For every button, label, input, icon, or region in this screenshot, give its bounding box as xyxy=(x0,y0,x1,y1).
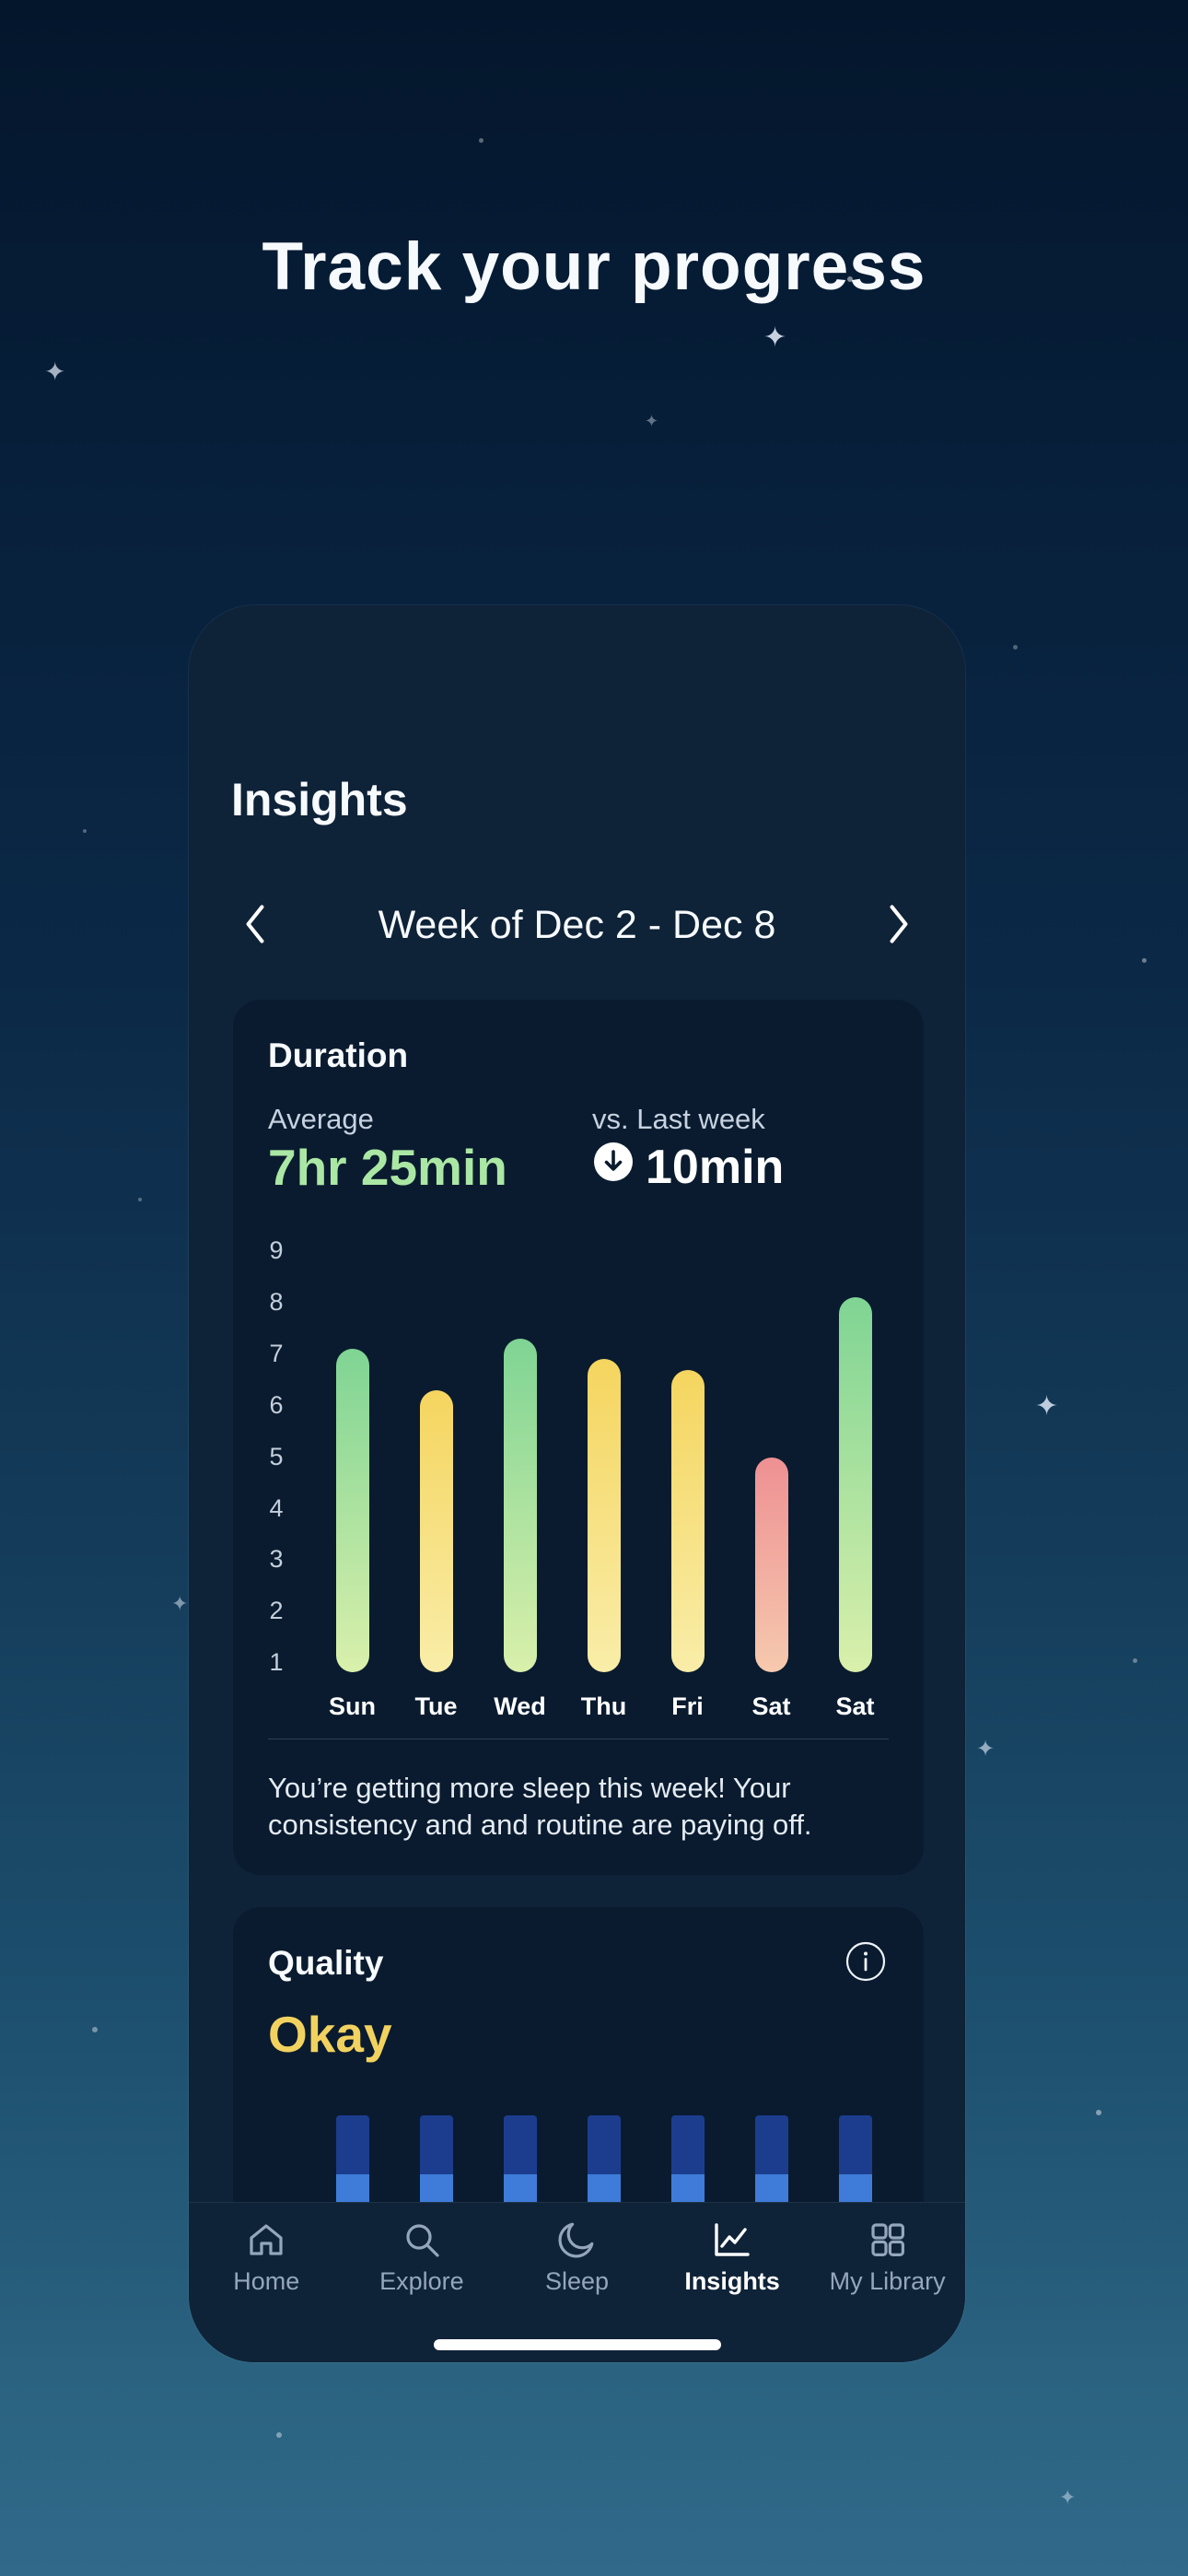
y-axis-label: 2 xyxy=(269,1597,284,1625)
duration-bar-wed-2 xyxy=(503,1339,537,1672)
star-dot xyxy=(83,829,87,833)
quality-bar-dark-segment xyxy=(335,2115,369,2174)
sparkle-star-icon: ✦ xyxy=(976,1737,996,1762)
quality-bar-dark-segment xyxy=(754,2115,788,2174)
x-axis-label: Fri xyxy=(671,1692,704,1720)
duration-chart-bars xyxy=(310,1212,897,1672)
star-dot xyxy=(1096,2110,1101,2115)
duration-card-title: Duration xyxy=(268,1036,409,1074)
duration-bar-tue-1 xyxy=(419,1390,453,1672)
x-axis-label: Tue xyxy=(414,1692,458,1720)
home-indicator[interactable] xyxy=(433,2339,721,2350)
sparkle-star-icon: ✦ xyxy=(44,357,66,386)
page-title: Track your progress xyxy=(262,229,926,304)
average-label: Average xyxy=(268,1103,374,1135)
vs-value-text: 10min xyxy=(646,1141,785,1194)
duration-bar-sat-5 xyxy=(754,1458,788,1672)
previous-week-button[interactable] xyxy=(226,896,285,954)
quality-bar-dark-segment xyxy=(670,2115,705,2174)
duration-x-axis: Sun Tue Wed Thu Fri Sat Sat xyxy=(310,1692,897,1721)
chart-column xyxy=(646,1370,729,1672)
duration-card: Duration Average 7hr 25min vs. Last week… xyxy=(233,1000,924,1875)
star-dot xyxy=(276,2432,282,2438)
quality-bar-dark-segment xyxy=(838,2115,872,2174)
home-icon xyxy=(244,2218,288,2262)
info-icon xyxy=(844,1941,887,1985)
star-dot xyxy=(1133,1658,1137,1663)
star-dot xyxy=(1013,645,1018,650)
tab-label: My Library xyxy=(829,2267,946,2295)
y-axis-label: 9 xyxy=(269,1236,284,1264)
week-label: Week of Dec 2 - Dec 8 xyxy=(378,902,776,947)
chart-column xyxy=(562,1359,646,1672)
y-axis-label: 4 xyxy=(269,1493,284,1522)
sparkle-star-icon: ✦ xyxy=(171,1592,189,1615)
chart-column xyxy=(813,1297,897,1672)
quality-info-button[interactable] xyxy=(844,1940,887,1983)
x-axis-label: Sun xyxy=(329,1692,376,1720)
star-dot xyxy=(92,2027,98,2032)
vs-last-week-value: 10min xyxy=(592,1140,784,1195)
chart-column xyxy=(478,1339,562,1672)
tab-label: Insights xyxy=(684,2267,780,2295)
phone-mockup: Insights Week of Dec 2 - Dec 8 Duration … xyxy=(189,605,965,2362)
library-icon xyxy=(866,2218,910,2262)
tab-bar-items: Home Explore Sleep Insights My Library xyxy=(189,2203,965,2296)
average-value: 7hr 25min xyxy=(268,1139,507,1196)
vs-last-week-label: vs. Last week xyxy=(592,1103,765,1135)
tab-explore[interactable]: Explore xyxy=(344,2218,500,2296)
next-week-button[interactable] xyxy=(869,896,928,954)
duration-bar-sun-0 xyxy=(335,1349,369,1672)
chart-column xyxy=(394,1390,478,1672)
tab-insights[interactable]: Insights xyxy=(655,2218,810,2296)
sparkle-star-icon: ✦ xyxy=(1059,2486,1077,2509)
tab-my-library[interactable]: My Library xyxy=(809,2218,965,2296)
star-dot xyxy=(847,276,853,282)
tab-label: Home xyxy=(233,2267,300,2295)
quality-bar-dark-segment xyxy=(419,2115,453,2174)
tab-label: Sleep xyxy=(544,2267,610,2295)
y-axis-label: 5 xyxy=(269,1442,284,1470)
y-axis-label: 7 xyxy=(269,1339,284,1367)
quality-bar-dark-segment xyxy=(587,2115,621,2174)
x-axis-label: Wed xyxy=(494,1692,546,1720)
quality-card-title: Quality xyxy=(268,1944,384,1982)
quality-bar-dark-segment xyxy=(503,2115,537,2174)
insight-text: You’re getting more sleep this week! You… xyxy=(268,1772,812,1841)
x-axis-label: Sat xyxy=(835,1692,875,1720)
arrow-down-circle-icon xyxy=(592,1140,635,1195)
week-navigation: Week of Dec 2 - Dec 8 xyxy=(226,896,928,954)
sparkle-star-icon: ✦ xyxy=(763,322,787,353)
insights-icon xyxy=(710,2218,754,2262)
quality-value: Okay xyxy=(268,2006,392,2063)
tab-sleep[interactable]: Sleep xyxy=(499,2218,655,2296)
tab-bar: Home Explore Sleep Insights My Library xyxy=(189,2202,965,2362)
y-axis-label: 1 xyxy=(269,1648,284,1677)
sparkle-star-icon: ✦ xyxy=(645,412,659,430)
chevron-right-icon xyxy=(880,900,917,951)
y-axis-label: 6 xyxy=(269,1390,284,1419)
duration-bar-thu-3 xyxy=(587,1359,621,1672)
sparkle-star-icon: ✦ xyxy=(1035,1391,1059,1422)
x-axis-label: Thu xyxy=(580,1692,627,1720)
duration-bar-sat-6 xyxy=(838,1297,872,1672)
star-dot xyxy=(479,138,483,143)
y-axis-label: 8 xyxy=(269,1287,284,1316)
star-dot xyxy=(1142,958,1147,963)
chart-column xyxy=(729,1458,813,1672)
chart-column xyxy=(310,1349,394,1672)
screen-title: Insights xyxy=(231,774,408,825)
moon-icon xyxy=(554,2218,599,2262)
y-axis-label: 3 xyxy=(269,1545,284,1574)
tab-label: Explore xyxy=(379,2267,464,2295)
tab-home[interactable]: Home xyxy=(189,2218,344,2296)
duration-bar-fri-4 xyxy=(670,1370,705,1672)
star-dot xyxy=(138,1198,142,1201)
chevron-left-icon xyxy=(237,900,274,951)
x-axis-label: Sat xyxy=(751,1692,791,1720)
search-icon xyxy=(400,2218,444,2262)
